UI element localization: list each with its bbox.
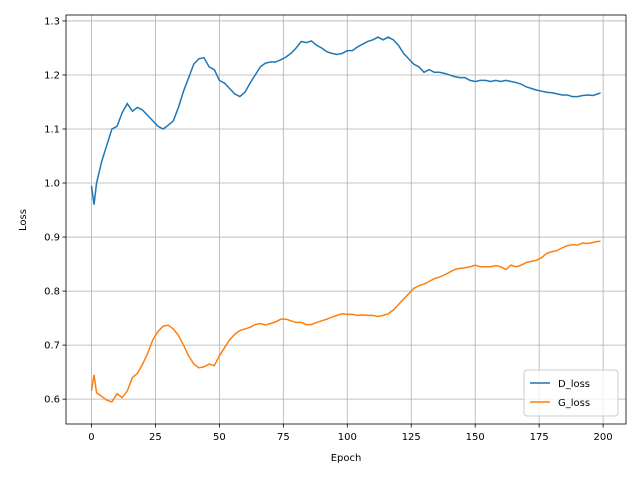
x-tick-label: 175 bbox=[530, 432, 549, 443]
y-tick-label: 0.6 bbox=[44, 395, 60, 406]
x-axis-label: Epoch bbox=[331, 453, 362, 464]
legend-label: D_loss bbox=[558, 379, 590, 390]
x-tick-label: 100 bbox=[338, 432, 357, 443]
x-tick-label: 0 bbox=[88, 432, 94, 443]
line bbox=[90, 240, 601, 403]
x-tick-label: 125 bbox=[402, 432, 421, 443]
x-tick-label: 75 bbox=[277, 432, 290, 443]
y-tick-label: 0.9 bbox=[44, 233, 60, 244]
y-tick-label: 0.8 bbox=[44, 287, 60, 298]
legend-box bbox=[523, 369, 619, 417]
line bbox=[90, 36, 601, 205]
y-tick-label: 1.2 bbox=[44, 70, 60, 81]
y-tick-label: 0.7 bbox=[44, 341, 60, 352]
legend: D_loss G_loss bbox=[523, 369, 619, 417]
y-tick-label: 1.1 bbox=[44, 125, 60, 136]
x-tick-label: 25 bbox=[149, 432, 162, 443]
axes-frame bbox=[65, 14, 627, 425]
y-axis-label: Loss bbox=[18, 209, 29, 231]
y-tick-label: 1.0 bbox=[44, 179, 60, 190]
x-tick-label: 50 bbox=[213, 432, 226, 443]
x-tick-label: 200 bbox=[594, 432, 613, 443]
x-tick-label: 150 bbox=[466, 432, 485, 443]
y-tick-label: 1.3 bbox=[44, 16, 60, 27]
legend-label: G_loss bbox=[558, 398, 590, 409]
